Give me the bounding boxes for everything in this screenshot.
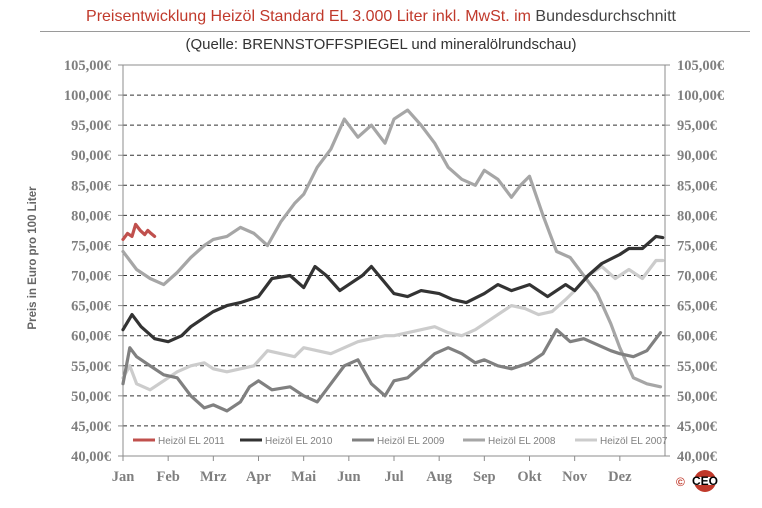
x-tick-label: Aug xyxy=(426,469,453,485)
legend-label: Heizöl EL 2010 xyxy=(265,436,333,447)
logo: © CEO xyxy=(676,470,720,492)
x-tick-label: Nov xyxy=(562,469,588,485)
series-line-heizöl-el-2007 xyxy=(121,258,665,392)
y-tick-label-right: 95,00€ xyxy=(677,118,718,134)
y-tick-label-left: 40,00€ xyxy=(71,449,112,465)
y-tick-label-right: 80,00€ xyxy=(677,208,718,224)
series-line-heizöl-el-2008 xyxy=(121,108,663,389)
y-tick-label-right: 60,00€ xyxy=(677,329,718,345)
title-underline xyxy=(40,31,750,32)
copyright-symbol: © xyxy=(676,475,685,489)
y-tick-label-left: 95,00€ xyxy=(71,118,112,134)
x-tick-label: Jul xyxy=(384,469,403,485)
legend-label: Heizöl EL 2009 xyxy=(377,436,445,447)
legend-item: Heizöl EL 2011 xyxy=(133,436,225,447)
y-tick-label-left: 90,00€ xyxy=(71,148,112,164)
x-tick-label: Jan xyxy=(112,469,135,485)
y-tick-label-left: 55,00€ xyxy=(71,359,112,375)
legend-label: Heizöl EL 2007 xyxy=(600,436,668,447)
ceo-logo-mark: CEO xyxy=(690,470,720,492)
legend-item: Heizöl EL 2010 xyxy=(240,436,333,447)
x-tick-label: Feb xyxy=(156,469,179,485)
y-tick-label-left: 85,00€ xyxy=(71,178,112,194)
y-tick-label-left: 105,00€ xyxy=(64,58,112,74)
y-tick-label-right: 100,00€ xyxy=(677,88,725,104)
chart-subtitle: (Quelle: BRENNSTOFFSPIEGEL und mineralöl… xyxy=(185,36,577,53)
logo-text: CEO xyxy=(692,474,718,488)
x-tick-label: Sep xyxy=(473,469,496,485)
grid-lines xyxy=(123,94,665,427)
legend: Heizöl EL 2011 Heizöl EL 2010 Heizöl EL 20… xyxy=(133,436,668,447)
y-tick-label-right: 90,00€ xyxy=(677,148,718,164)
y-tick-label-right: 45,00€ xyxy=(677,419,718,435)
y-tick-label-right: 105,00€ xyxy=(677,58,725,74)
x-tick-label: Apr xyxy=(246,469,272,485)
series-line-heizöl-el-2010 xyxy=(121,234,665,344)
y-tick-label-left: 80,00€ xyxy=(71,208,112,224)
legend-label: Heizöl EL 2011 xyxy=(158,436,225,447)
x-tick-label: Mrz xyxy=(200,469,227,485)
y-tick-label-right: 70,00€ xyxy=(677,269,718,285)
y-axis-right: 40,00€ 45,00€ 50,00€ 55,00€ 60,00€ 65,00€ 70,0… xyxy=(665,58,725,465)
y-axis-label: Preis in Euro pro 100 Liter xyxy=(27,186,39,330)
chart-title: Preisentwicklung Heizöl Standard EL 3.00… xyxy=(0,7,762,27)
y-tick-label-right: 55,00€ xyxy=(677,359,718,375)
y-tick-label-left: 100,00€ xyxy=(64,88,112,104)
series-lines xyxy=(121,108,665,413)
y-tick-label-right: 50,00€ xyxy=(677,389,718,405)
legend-item: Heizöl EL 2007 xyxy=(575,436,668,447)
y-tick-label-left: 45,00€ xyxy=(71,419,112,435)
series-line-heizöl-el-2009 xyxy=(121,328,663,413)
y-tick-label-right: 65,00€ xyxy=(677,299,718,315)
y-tick-label-left: 50,00€ xyxy=(71,389,112,405)
chart-title-main: Preisentwicklung Heizöl Standard EL 3.00… xyxy=(86,8,531,25)
y-tick-label-right: 85,00€ xyxy=(677,178,718,194)
y-tick-label-left: 65,00€ xyxy=(71,299,112,315)
y-axis-left: 40,00€ 45,00€ 50,00€ 55,00€ 60,00€ 65,00€ 70,0… xyxy=(64,58,123,465)
legend-item: Heizöl EL 2008 xyxy=(463,436,556,447)
x-tick-label: Dez xyxy=(608,469,632,485)
x-tick-label: Jun xyxy=(337,469,360,485)
y-tick-label-left: 75,00€ xyxy=(71,238,112,254)
legend-label: Heizöl EL 2008 xyxy=(488,436,556,447)
x-axis: Jan Feb Mrz Apr Mai Jun Jul Aug Sep Okt Nov Dez xyxy=(112,456,632,485)
legend-item: Heizöl EL 2009 xyxy=(352,436,445,447)
x-tick-label: Mai xyxy=(291,469,316,485)
chart-title-region: Bundesdurchschnitt xyxy=(535,8,676,25)
y-tick-label-right: 75,00€ xyxy=(677,238,718,254)
x-tick-label: Okt xyxy=(517,469,541,485)
y-tick-label-left: 70,00€ xyxy=(71,269,112,285)
series-line-heizöl-el-2011 xyxy=(121,222,157,241)
y-tick-label-left: 60,00€ xyxy=(71,329,112,345)
y-tick-label-right: 40,00€ xyxy=(677,449,718,465)
